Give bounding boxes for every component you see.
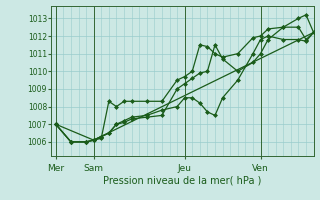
X-axis label: Pression niveau de la mer( hPa ): Pression niveau de la mer( hPa ) [103,175,261,185]
